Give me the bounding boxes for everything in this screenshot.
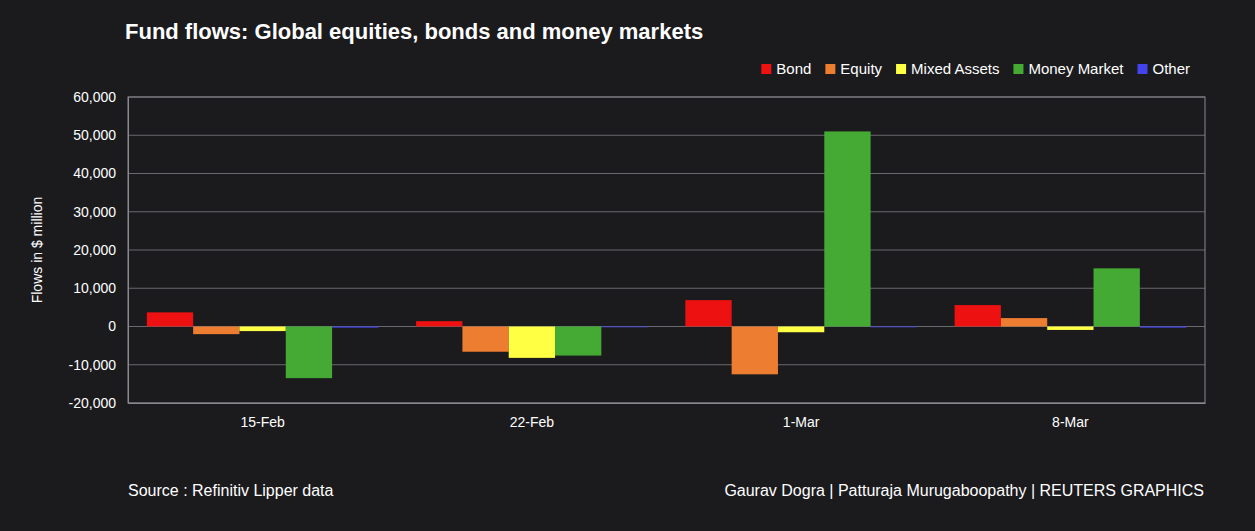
series: [147, 300, 1001, 326]
bar: [685, 300, 731, 326]
legend-item: Mixed Assets: [896, 60, 999, 77]
legend-swatch: [761, 64, 771, 74]
legend-item: Bond: [761, 60, 811, 77]
bar: [601, 326, 647, 328]
plot: -20,000 -10,000 0 10,000 20,000 30,000 40,000 5…: [69, 89, 1206, 430]
x-tick: 22-Feb: [510, 403, 555, 430]
annotation: Source : Refinitiv Lipper data: [128, 482, 334, 499]
x-axis: 15-Feb 22-Feb 1-Mar 8-Mar: [129, 403, 1206, 430]
y-tick: 20,000: [73, 242, 128, 258]
y-tick-label: 50,000: [73, 127, 116, 143]
bar: [955, 305, 1001, 326]
y-tick-label: 60,000: [73, 89, 116, 105]
y-tick-label: -10,000: [69, 357, 117, 373]
y-tick-label: 0: [108, 318, 116, 334]
legend-swatch: [1137, 64, 1147, 74]
legend: Bond Equity Mixed Assets Money Market Other: [761, 60, 1190, 77]
bar: [824, 131, 870, 326]
x-tick-label: 15-Feb: [240, 414, 285, 430]
legend-swatch: [896, 64, 906, 74]
x-axis-line: [129, 403, 1206, 404]
bar: [732, 327, 778, 375]
legend-swatch: [825, 64, 835, 74]
bar: [871, 326, 917, 328]
chart: -20,000 -10,000 0 10,000 20,000 30,000 40,000 5…: [0, 0, 1255, 531]
legend-label: Other: [1152, 60, 1190, 77]
y-tick: 40,000: [73, 165, 128, 181]
bar: [1047, 327, 1093, 330]
y-axis-title: Flows in $ million: [29, 197, 45, 304]
y-tick-label: 30,000: [73, 204, 116, 220]
legend-item: Other: [1137, 60, 1190, 77]
y-tick-label: -20,000: [69, 395, 117, 411]
bars: [147, 131, 1186, 378]
bar: [1094, 268, 1140, 326]
y-tick: -20,000: [69, 395, 128, 411]
legend-item: Money Market: [1013, 60, 1124, 77]
bar: [416, 321, 462, 326]
bar: [193, 327, 239, 335]
bar: [462, 327, 508, 352]
bar: [1140, 327, 1186, 328]
y-tick: 30,000: [73, 204, 128, 220]
series: [286, 131, 1140, 378]
y-tick: 0: [108, 318, 128, 334]
grid-line: [128, 211, 1205, 212]
y-tick-label: 10,000: [73, 280, 116, 296]
y-axis: -20,000 -10,000 0 10,000 20,000 30,000 40,000 5…: [69, 89, 129, 411]
background: [0, 0, 1255, 531]
x-tick: 1-Mar: [783, 403, 820, 430]
grid-line: [128, 173, 1205, 174]
bar: [555, 327, 601, 356]
y-tick: 10,000: [73, 280, 128, 296]
legend-swatch: [1013, 64, 1023, 74]
series: [239, 327, 1093, 358]
grid-line: [128, 250, 1205, 251]
legend-label: Money Market: [1028, 60, 1124, 77]
title: Fund flows: Global equities, bonds and m…: [125, 19, 703, 44]
legend-item: Equity: [825, 60, 882, 77]
legend-label: Mixed Assets: [911, 60, 999, 77]
bar: [778, 327, 824, 333]
series: [332, 327, 1186, 328]
y-tick: 50,000: [73, 127, 128, 143]
x-tick: 8-Mar: [1052, 403, 1089, 430]
legend-label: Bond: [776, 60, 811, 77]
bar: [147, 312, 193, 326]
x-tick-label: 1-Mar: [783, 414, 820, 430]
x-tick-label: 8-Mar: [1052, 414, 1089, 430]
grid: [128, 97, 1205, 403]
x-tick-label: 22-Feb: [510, 414, 555, 430]
y-tick-label: 20,000: [73, 242, 116, 258]
legend-label: Equity: [840, 60, 882, 77]
y-tick: 60,000: [73, 89, 128, 105]
bar: [332, 327, 378, 328]
x-tick: 15-Feb: [240, 403, 285, 430]
annotation: Gaurav Dogra | Patturaja Murugaboopathy …: [724, 482, 1204, 499]
grid-line: [128, 135, 1205, 136]
bar: [286, 327, 332, 379]
plot-frame: [128, 97, 1205, 403]
grid-line: [128, 288, 1205, 289]
y-tick-label: 40,000: [73, 165, 116, 181]
bar: [1001, 318, 1047, 326]
bar: [509, 327, 555, 358]
y-axis-line: [128, 98, 129, 404]
y-tick: -10,000: [69, 357, 128, 373]
bar: [239, 327, 285, 332]
